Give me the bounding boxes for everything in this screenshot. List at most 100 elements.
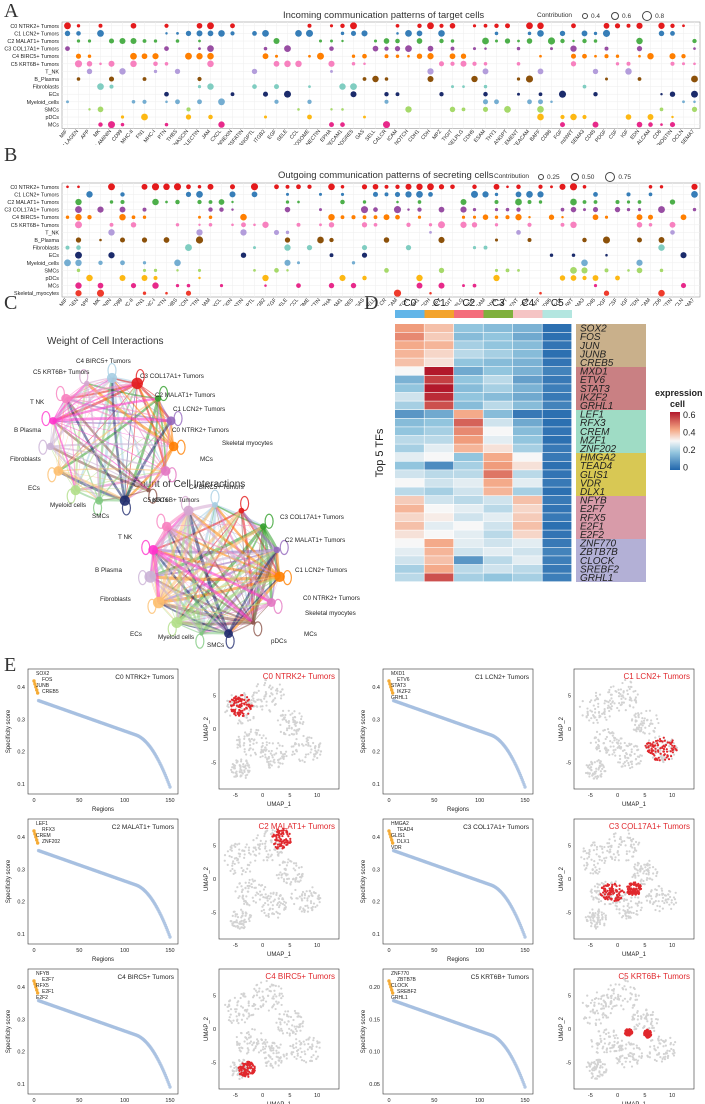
dot [427, 53, 434, 60]
umap-cell [316, 1040, 319, 1043]
umap-cell [598, 693, 602, 696]
umap-cell [613, 858, 617, 862]
umap-cluster-cell [278, 843, 282, 846]
tf-annotation: RFX3 [42, 827, 55, 833]
umap-cell [272, 1049, 275, 1052]
heat-cell [424, 418, 454, 427]
umap-cell [271, 912, 274, 915]
umap-cell [273, 761, 276, 764]
dot [360, 206, 369, 214]
heat-cell [454, 504, 483, 513]
umap-cluster-cell [242, 1064, 245, 1067]
network-label: ECs [28, 485, 40, 492]
umap-cell [586, 915, 590, 918]
umap-cell [264, 831, 267, 834]
umap-cell [658, 910, 661, 913]
umap-cell [271, 686, 274, 689]
umap-cell [269, 1049, 272, 1052]
dot [539, 291, 542, 295]
umap-cell [300, 1016, 303, 1019]
umap-cell [245, 843, 248, 846]
umap-y-tick: -5 [211, 760, 216, 766]
umap-cell [262, 997, 265, 1000]
row-label: Skeletal_myocytes [14, 291, 59, 297]
dot [350, 91, 357, 98]
umap-cell [286, 873, 289, 876]
umap-cell [243, 926, 246, 929]
tf-annotation: TEAD4 [397, 827, 413, 833]
dot [482, 99, 489, 105]
umap-cluster-cell [235, 704, 238, 707]
umap-cell [289, 713, 292, 716]
dot [185, 52, 192, 60]
x-tick: 150 [165, 798, 174, 804]
dot [583, 208, 586, 212]
umap-cell [608, 706, 611, 709]
network-edge [158, 602, 254, 624]
umap-cell [257, 1007, 260, 1011]
dot [614, 206, 621, 213]
heat-cell [483, 367, 513, 375]
umap-cell [238, 1012, 241, 1016]
dot [570, 61, 577, 67]
umap-cluster-cell [602, 885, 605, 888]
umap-cell [675, 746, 679, 749]
row-label: T_NK [45, 230, 59, 236]
dot [691, 106, 698, 112]
column-label: SELE [276, 128, 289, 142]
umap-cell [233, 1066, 236, 1070]
umap-cell [303, 760, 306, 764]
heat-cell [424, 461, 454, 470]
umap-cell [280, 1029, 284, 1032]
umap-cluster-cell [280, 841, 283, 845]
umap-cell [643, 732, 646, 735]
dot [120, 260, 125, 266]
dot [185, 191, 192, 198]
umap-cell [612, 685, 615, 688]
dot [119, 274, 126, 282]
umap-cell [270, 841, 273, 844]
umap-cell [244, 1036, 247, 1039]
umap-cell [271, 1005, 275, 1008]
umap-cell [258, 890, 262, 893]
tf-annotation: GRHL1 [391, 695, 408, 701]
heat-cell [542, 410, 572, 418]
dot [318, 192, 323, 196]
umap-cluster-cell [278, 840, 281, 843]
umap-cell [590, 766, 593, 769]
umap-cell [660, 889, 664, 892]
umap-cell [669, 890, 672, 893]
umap-cell [287, 1020, 290, 1023]
umap-cell [607, 691, 610, 694]
umap-cluster-cell [600, 886, 604, 890]
umap-cell [605, 747, 608, 750]
umap-cell [238, 1077, 241, 1080]
dot [362, 53, 367, 59]
umap-cell [231, 701, 234, 704]
umap-cell [253, 691, 256, 694]
dot [317, 52, 324, 60]
umap-cell [648, 877, 651, 880]
umap-cell [230, 846, 233, 850]
umap-x-label: UMAP_1 [622, 952, 647, 958]
umap-cell [274, 984, 277, 987]
dot [198, 215, 201, 219]
umap-cell [284, 750, 288, 753]
network-label: Myeloid cells [50, 502, 86, 509]
umap-cell [267, 764, 271, 767]
umap-cell [258, 898, 262, 901]
dot [416, 274, 423, 282]
dot [174, 259, 181, 267]
umap-cluster-cell [283, 841, 286, 844]
network-label: T NK [118, 534, 133, 541]
umap-cell [600, 911, 603, 914]
regulon-point [33, 832, 37, 836]
heat-cell [395, 547, 424, 556]
umap-cell [265, 748, 268, 751]
dot [153, 69, 158, 74]
dot [648, 184, 653, 189]
umap-cell [627, 915, 630, 918]
heat-cell [395, 461, 424, 470]
umap-cluster-cell [654, 750, 657, 753]
umap-cell [646, 718, 649, 721]
